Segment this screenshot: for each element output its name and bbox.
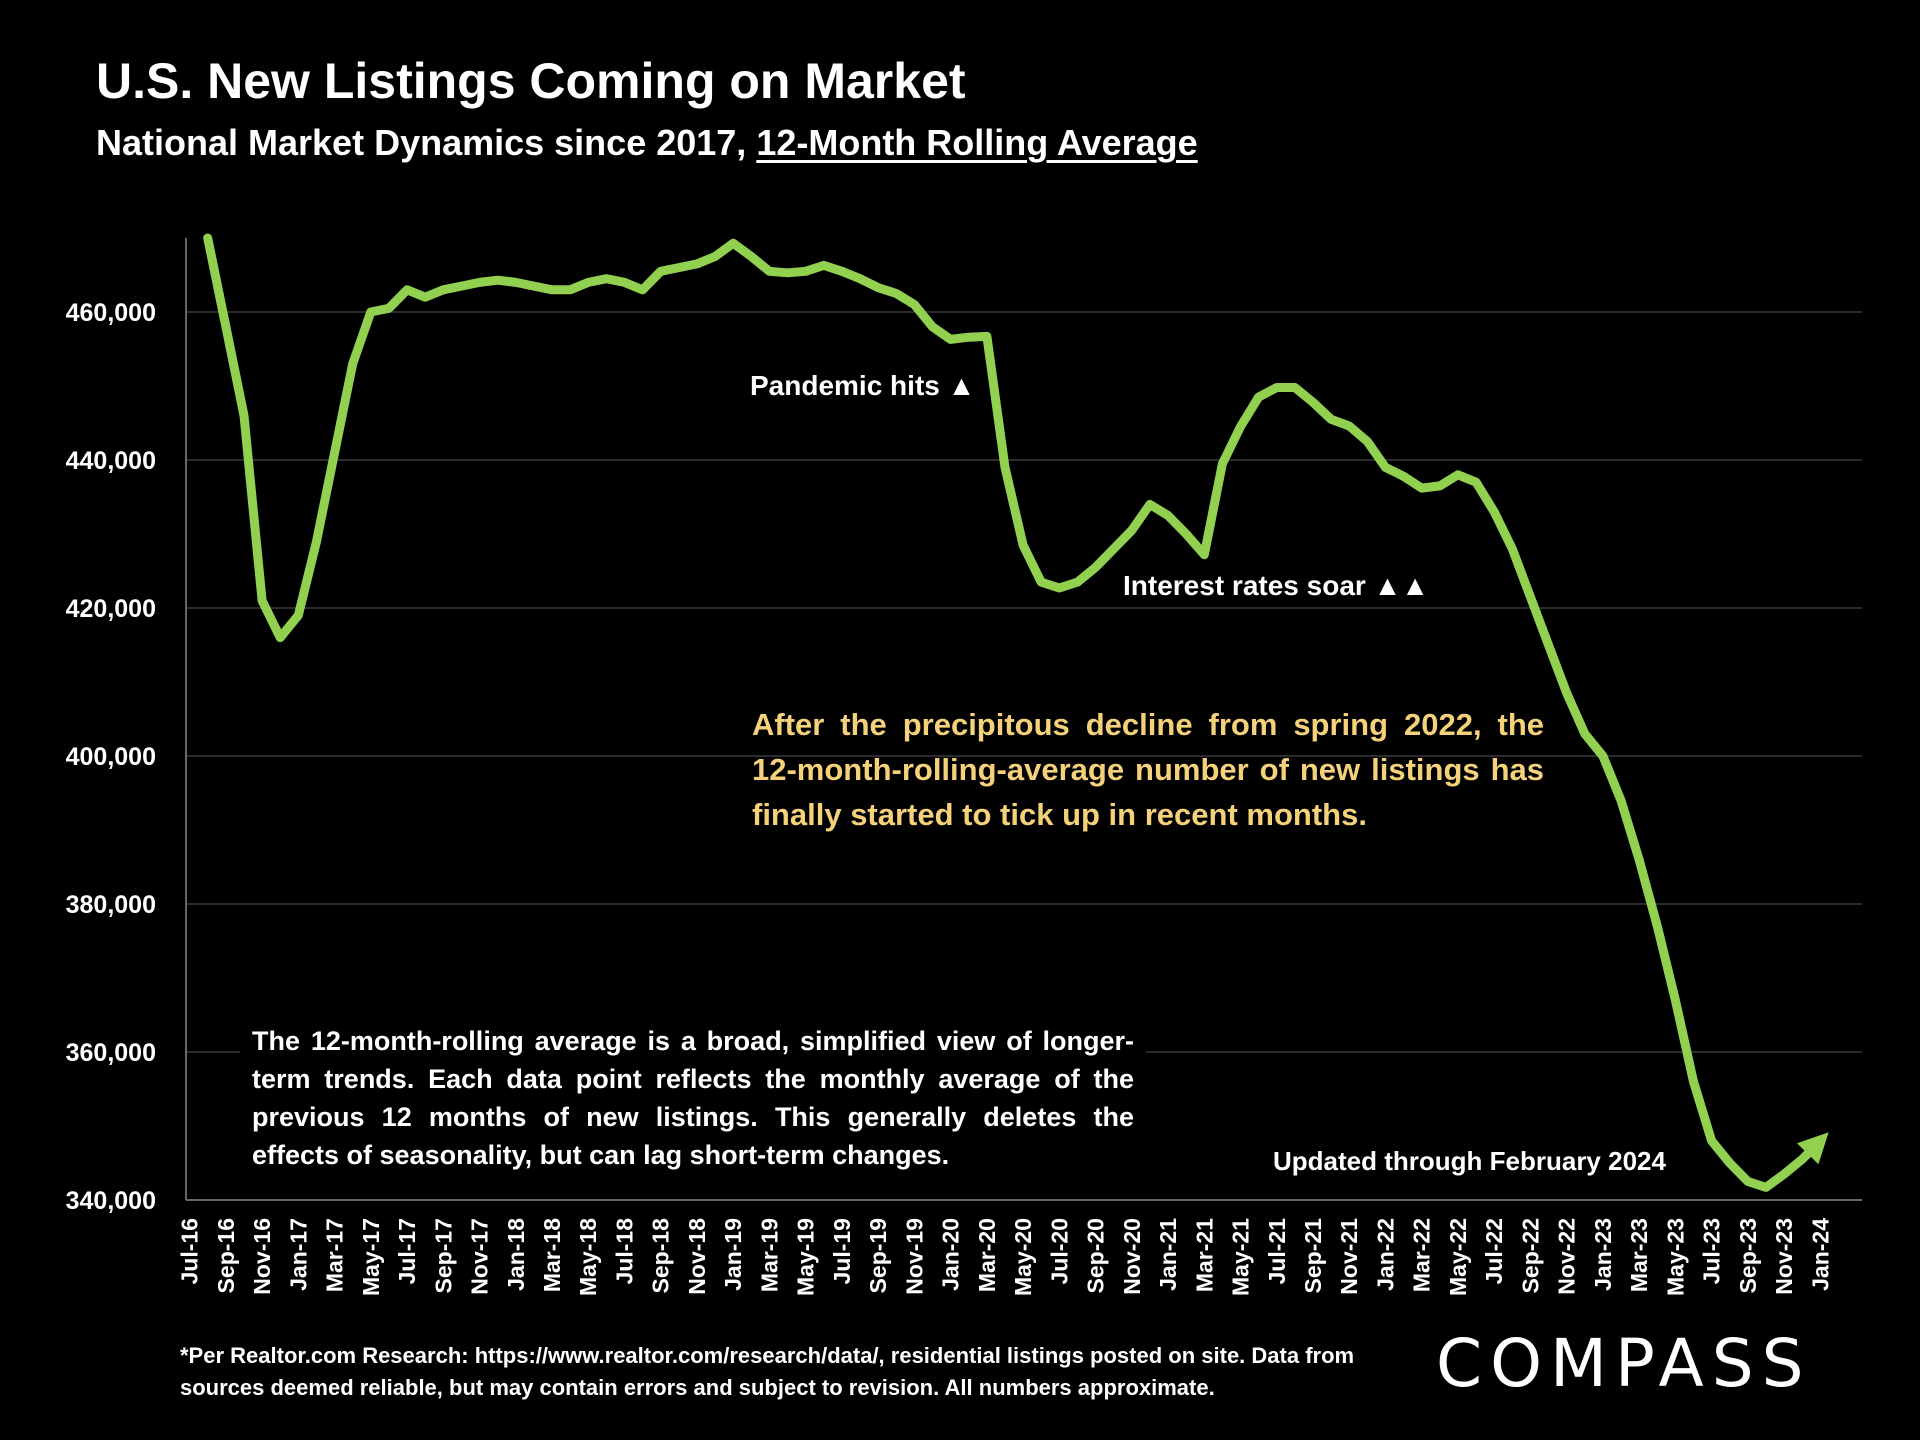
trend-note: After the precipitous decline from sprin… [752, 707, 1544, 832]
subtitle-prefix: National Market Dynamics since 2017, [96, 122, 757, 163]
x-tick-label: Mar-17 [322, 1218, 348, 1292]
y-tick-label: 420,000 [66, 595, 156, 623]
x-tick-label: Sep-19 [865, 1218, 891, 1293]
line-arrowhead [1797, 1132, 1829, 1165]
x-tick-label: May-18 [575, 1218, 601, 1296]
x-tick-label: Nov-21 [1336, 1218, 1362, 1295]
y-tick-label: 440,000 [66, 447, 156, 475]
x-tick-label: Sep-20 [1083, 1218, 1109, 1293]
x-tick-label: Jul-18 [611, 1218, 637, 1285]
x-tick-label: Jul-17 [394, 1218, 420, 1284]
gridlines [186, 311, 1862, 1053]
x-tick-label: Sep-22 [1517, 1218, 1543, 1293]
x-tick-label: Mar-21 [1191, 1218, 1217, 1292]
y-tick-label: 360,000 [66, 1039, 156, 1067]
x-tick-label: Jan-18 [503, 1218, 529, 1291]
x-tick-label: May-21 [1228, 1218, 1254, 1296]
x-tick-label: Jul-23 [1699, 1218, 1725, 1284]
x-tick-label: Nov-19 [901, 1218, 927, 1295]
x-tick-label: Mar-19 [756, 1218, 782, 1292]
x-tick-label: Jan-21 [1155, 1218, 1181, 1291]
y-tick-label: 340,000 [66, 1187, 156, 1215]
x-tick-label: Jan-24 [1807, 1218, 1833, 1291]
series-line [203, 233, 1825, 1192]
compass-logo: COMPASS [1436, 1325, 1812, 1402]
methodology-note: The 12-month-rolling average is a broad,… [240, 1022, 1146, 1174]
x-tick-label: May-17 [358, 1218, 384, 1296]
x-tick-label: Mar-18 [539, 1218, 565, 1292]
x-tick-label: Sep-17 [430, 1218, 456, 1293]
updated-annotation: Updated through February 2024 [1273, 1146, 1666, 1176]
x-tick-label: May-23 [1662, 1218, 1688, 1296]
x-tick-label: Nov-20 [1119, 1218, 1145, 1295]
x-tick-label: Jan-20 [938, 1218, 964, 1291]
x-tick-label: Nov-17 [467, 1218, 493, 1295]
x-tick-label: Mar-22 [1409, 1218, 1435, 1292]
x-tick-label: Nov-16 [249, 1218, 275, 1295]
x-tick-label: May-19 [793, 1218, 819, 1296]
x-tick-label: Jul-19 [829, 1218, 855, 1284]
pandemic-annotation: Pandemic hits ▲ [750, 370, 976, 401]
y-tick-labels: 340,000 360,000 380,000 400,000 420,000 440,0… [66, 299, 156, 1215]
x-tick-label: Sep-16 [213, 1218, 239, 1293]
y-tick-label: 460,000 [66, 299, 156, 327]
x-tick-label: Sep-23 [1735, 1218, 1761, 1293]
interest-rates-annotation: Interest rates soar ▲▲ [1123, 570, 1429, 601]
x-tick-label: Jul-21 [1264, 1218, 1290, 1285]
chart-title: U.S. New Listings Coming on Market [96, 53, 966, 109]
subtitle-underlined: 12-Month Rolling Average [756, 122, 1198, 163]
x-tick-label: Jul-20 [1046, 1218, 1072, 1284]
x-tick-label: Nov-22 [1554, 1218, 1580, 1295]
x-tick-label: Jul-16 [177, 1218, 203, 1284]
x-tick-label: Jan-22 [1372, 1218, 1398, 1291]
x-tick-label: May-22 [1445, 1218, 1471, 1296]
x-tick-labels: Jul-16 Sep-16 Nov-16 Jan-17 Mar-17 May-17 Jul-… [177, 1218, 1834, 1296]
x-tick-label: Jan-19 [720, 1218, 746, 1291]
x-tick-label: Nov-18 [684, 1218, 710, 1295]
y-tick-label: 380,000 [66, 891, 156, 919]
x-tick-label: Jan-17 [285, 1218, 311, 1291]
x-tick-label: May-20 [1010, 1218, 1036, 1296]
x-tick-label: Mar-23 [1626, 1218, 1652, 1292]
x-tick-label: Nov-23 [1771, 1218, 1797, 1295]
source-footnote: *Per Realtor.com Research: https://www.r… [180, 1343, 1355, 1400]
x-tick-label: Mar-20 [974, 1218, 1000, 1292]
x-tick-label: Jul-22 [1481, 1218, 1507, 1284]
y-tick-label: 400,000 [66, 743, 156, 771]
x-tick-label: Jan-23 [1590, 1218, 1616, 1291]
chart-subtitle: National Market Dynamics since 2017, 12-… [96, 122, 1198, 164]
x-tick-label: Sep-18 [648, 1218, 674, 1294]
x-tick-label: Sep-21 [1300, 1218, 1326, 1294]
